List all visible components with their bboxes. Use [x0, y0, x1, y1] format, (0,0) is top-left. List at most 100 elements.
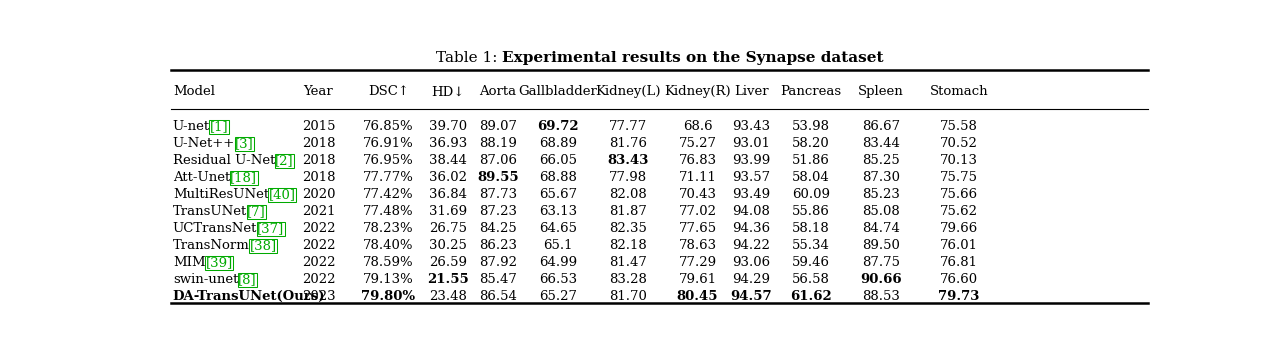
Text: 61.62: 61.62 [790, 290, 833, 303]
Text: Year: Year [304, 85, 333, 98]
Text: 55.86: 55.86 [793, 205, 830, 218]
Text: 79.66: 79.66 [940, 222, 978, 235]
Text: 93.57: 93.57 [732, 172, 771, 184]
Text: [18]: [18] [230, 172, 257, 184]
Text: 65.67: 65.67 [539, 188, 577, 201]
Text: 79.80%: 79.80% [362, 290, 416, 303]
Text: 38.44: 38.44 [429, 154, 467, 167]
Text: 2015: 2015 [301, 120, 335, 133]
Text: 23.48: 23.48 [429, 290, 467, 303]
Text: 81.76: 81.76 [609, 137, 646, 150]
Text: 70.52: 70.52 [940, 137, 978, 150]
Text: 55.34: 55.34 [793, 239, 830, 252]
Text: 26.75: 26.75 [429, 222, 467, 235]
Text: 65.27: 65.27 [539, 290, 577, 303]
Text: 94.08: 94.08 [732, 205, 771, 218]
Text: 2022: 2022 [301, 256, 335, 269]
Text: 30.25: 30.25 [429, 239, 467, 252]
Text: 58.20: 58.20 [793, 137, 830, 150]
Text: 26.59: 26.59 [429, 256, 467, 269]
Text: MIM: MIM [172, 256, 206, 269]
Text: 88.53: 88.53 [862, 290, 900, 303]
Text: 36.84: 36.84 [429, 188, 467, 201]
Text: 80.45: 80.45 [677, 290, 718, 303]
Text: [3]: [3] [236, 137, 254, 150]
Text: Residual U-Net: Residual U-Net [172, 154, 275, 167]
Text: [40]: [40] [269, 188, 296, 201]
Text: 65.1: 65.1 [543, 239, 573, 252]
Text: 56.58: 56.58 [793, 273, 830, 286]
Text: 81.70: 81.70 [609, 290, 646, 303]
Text: Aorta: Aorta [480, 85, 516, 98]
Text: Liver: Liver [734, 85, 768, 98]
Text: 2021: 2021 [301, 205, 335, 218]
Text: 93.01: 93.01 [732, 137, 771, 150]
Text: 71.11: 71.11 [678, 172, 717, 184]
Text: 68.6: 68.6 [682, 120, 712, 133]
Text: 83.43: 83.43 [607, 154, 649, 167]
Text: 75.75: 75.75 [940, 172, 978, 184]
Text: 87.06: 87.06 [479, 154, 517, 167]
Text: swin-unet: swin-unet [172, 273, 238, 286]
Text: 39.70: 39.70 [429, 120, 467, 133]
Text: [2]: [2] [275, 154, 293, 167]
Text: 93.99: 93.99 [732, 154, 771, 167]
Text: 87.73: 87.73 [479, 188, 517, 201]
Text: 77.77%: 77.77% [363, 172, 413, 184]
Text: 86.23: 86.23 [479, 239, 517, 252]
Text: Att-Unet: Att-Unet [172, 172, 230, 184]
Text: 79.61: 79.61 [678, 273, 717, 286]
Text: 2022: 2022 [301, 239, 335, 252]
Text: 94.57: 94.57 [731, 290, 772, 303]
Text: 87.92: 87.92 [479, 256, 517, 269]
Text: Pancreas: Pancreas [781, 85, 842, 98]
Text: 85.25: 85.25 [862, 154, 900, 167]
Text: 75.27: 75.27 [678, 137, 717, 150]
Text: 76.83: 76.83 [678, 154, 717, 167]
Text: 2018: 2018 [301, 137, 335, 150]
Text: 76.95%: 76.95% [363, 154, 413, 167]
Text: 53.98: 53.98 [793, 120, 830, 133]
Text: 78.23%: 78.23% [363, 222, 413, 235]
Text: 83.28: 83.28 [609, 273, 646, 286]
Text: TransNorm: TransNorm [172, 239, 250, 252]
Text: 68.89: 68.89 [539, 137, 577, 150]
Text: U-Net++: U-Net++ [172, 137, 236, 150]
Text: 64.65: 64.65 [539, 222, 577, 235]
Text: 79.73: 79.73 [938, 290, 979, 303]
Text: 86.67: 86.67 [862, 120, 900, 133]
Text: 82.35: 82.35 [609, 222, 646, 235]
Text: Model: Model [172, 85, 215, 98]
Text: 36.93: 36.93 [429, 137, 467, 150]
Text: 77.48%: 77.48% [363, 205, 413, 218]
Text: [7]: [7] [247, 205, 266, 218]
Text: 66.53: 66.53 [539, 273, 577, 286]
Text: 2023: 2023 [301, 290, 336, 303]
Text: 2022: 2022 [301, 273, 335, 286]
Text: 2018: 2018 [301, 154, 335, 167]
Text: TransUNet: TransUNet [172, 205, 247, 218]
Text: 75.62: 75.62 [940, 205, 978, 218]
Text: Table 1:: Table 1: [436, 51, 502, 65]
Text: 36.02: 36.02 [429, 172, 467, 184]
Text: Experimental results on the Synapse dataset: Experimental results on the Synapse data… [502, 51, 883, 65]
Text: 2018: 2018 [301, 172, 335, 184]
Text: 77.02: 77.02 [678, 205, 717, 218]
Text: 64.99: 64.99 [539, 256, 577, 269]
Text: 79.13%: 79.13% [363, 273, 413, 286]
Text: 2020: 2020 [301, 188, 335, 201]
Text: 83.44: 83.44 [862, 137, 900, 150]
Text: DSC↑: DSC↑ [368, 85, 409, 98]
Text: 51.86: 51.86 [793, 154, 830, 167]
Text: 76.91%: 76.91% [363, 137, 413, 150]
Text: Spleen: Spleen [858, 85, 903, 98]
Text: 76.81: 76.81 [940, 256, 978, 269]
Text: [37]: [37] [257, 222, 284, 235]
Text: 88.19: 88.19 [479, 137, 517, 150]
Text: 89.07: 89.07 [479, 120, 517, 133]
Text: 93.06: 93.06 [732, 256, 771, 269]
Text: 85.47: 85.47 [479, 273, 517, 286]
Text: 78.40%: 78.40% [363, 239, 413, 252]
Text: 70.43: 70.43 [678, 188, 717, 201]
Text: 76.60: 76.60 [940, 273, 978, 286]
